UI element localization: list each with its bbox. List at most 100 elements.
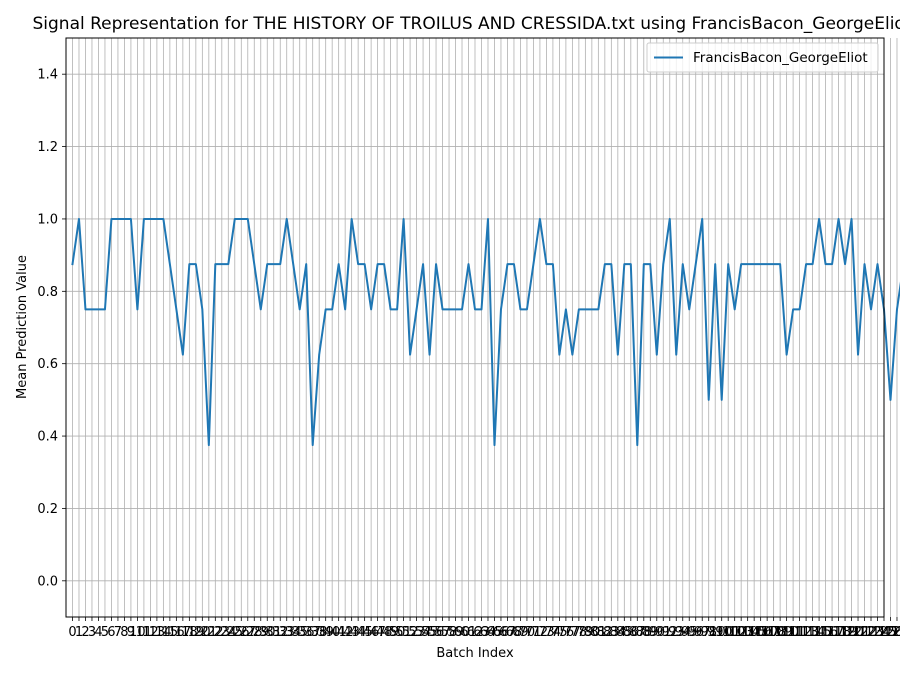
x-tick-label: 7 xyxy=(114,625,122,640)
x-tick-label: 62 xyxy=(467,625,484,640)
x-tick-label: 71 xyxy=(525,625,542,640)
x-tick-label: 92 xyxy=(661,625,678,640)
x-tick-label: 24 xyxy=(220,625,237,640)
x-tick-label: 16 xyxy=(168,625,185,640)
x-tick-label: 97 xyxy=(694,625,711,640)
x-tick-label: 107 xyxy=(755,625,780,640)
y-tick-label: 0.4 xyxy=(37,430,58,445)
x-tick-label: 30 xyxy=(259,625,276,640)
x-tick-label: 102 xyxy=(722,625,747,640)
x-tick-label: 44 xyxy=(350,625,367,640)
x-tick-label: 74 xyxy=(545,625,562,640)
x-tick-label: 3 xyxy=(88,625,96,640)
x-tick-label: 123 xyxy=(859,625,884,640)
series-line xyxy=(71,217,900,447)
x-tick-label: 43 xyxy=(343,625,360,640)
x-tick-label: 13 xyxy=(149,625,166,640)
x-tick-label: 84 xyxy=(610,625,627,640)
x-tick-label: 112 xyxy=(787,625,812,640)
x-tick-label: 31 xyxy=(265,625,282,640)
x-tick-label: 64 xyxy=(480,625,497,640)
x-tick-label: 17 xyxy=(175,625,192,640)
x-tick-label: 104 xyxy=(735,625,760,640)
x-tick-label: 12 xyxy=(142,625,159,640)
x-tick-label: 21 xyxy=(201,625,218,640)
x-tick-label: 59 xyxy=(447,625,464,640)
x-tick-label: 33 xyxy=(278,625,295,640)
x-tick-label: 65 xyxy=(486,625,503,640)
x-tick-label: 35 xyxy=(291,625,308,640)
x-tick-label: 10 xyxy=(129,625,146,640)
x-tick-label: 55 xyxy=(421,625,438,640)
x-tick-label: 52 xyxy=(402,625,419,640)
x-tick-label: 76 xyxy=(558,625,575,640)
x-tick-label: 93 xyxy=(668,625,685,640)
x-tick-label: 27 xyxy=(240,625,257,640)
x-tick-label: 37 xyxy=(304,625,321,640)
x-tick-label: 47 xyxy=(369,625,386,640)
x-tick-label: 89 xyxy=(642,625,659,640)
x-axis-ticks: 0123456789101112131415161718192021222324… xyxy=(68,617,900,640)
x-tick-label: 126 xyxy=(878,625,900,640)
x-tick-label: 38 xyxy=(311,625,328,640)
x-tick-label: 100 xyxy=(709,625,734,640)
legend-series-label: FrancisBacon_GeorgeEliot xyxy=(693,50,868,66)
y-tick-label: 0.8 xyxy=(37,285,58,300)
y-axis-label: Mean Prediction Value xyxy=(15,255,30,399)
x-tick-label: 42 xyxy=(337,625,354,640)
x-tick-label: 36 xyxy=(298,625,315,640)
x-tick-label: 53 xyxy=(408,625,425,640)
y-axis-ticks: 0.0 0.2 0.4 0.6 0.8 1.0 1.2 1.4 xyxy=(37,68,66,589)
x-tick-label: 11 xyxy=(136,625,153,640)
x-tick-label: 120 xyxy=(839,625,864,640)
x-tick-label: 58 xyxy=(441,625,458,640)
x-tick-label: 34 xyxy=(285,625,302,640)
x-tick-label: 68 xyxy=(506,625,523,640)
x-tick-label: 32 xyxy=(272,625,289,640)
x-tick-label: 85 xyxy=(616,625,633,640)
x-tick-label: 129 xyxy=(898,625,900,640)
x-tick-label: 40 xyxy=(324,625,341,640)
x-tick-label: 86 xyxy=(623,625,640,640)
x-tick-label: 15 xyxy=(162,625,179,640)
x-tick-label: 19 xyxy=(188,625,205,640)
x-tick-label: 18 xyxy=(181,625,198,640)
x-tick-label: 118 xyxy=(826,625,851,640)
x-tick-label: 103 xyxy=(729,625,754,640)
x-tick-label: 9 xyxy=(127,625,135,640)
x-tick-label: 25 xyxy=(227,625,244,640)
x-tick-label: 49 xyxy=(382,625,399,640)
x-tick-label: 128 xyxy=(891,625,900,640)
x-tick-label: 48 xyxy=(376,625,393,640)
x-tick-label: 81 xyxy=(590,625,607,640)
x-tick-label: 75 xyxy=(551,625,568,640)
legend: FrancisBacon_GeorgeEliot xyxy=(646,42,879,73)
x-tick-label: 114 xyxy=(800,625,825,640)
x-tick-label: 39 xyxy=(317,625,334,640)
y-gridlines xyxy=(66,73,884,582)
x-tick-label: 82 xyxy=(597,625,614,640)
chart-title: Signal Representation for THE HISTORY OF… xyxy=(33,14,900,34)
x-tick-label: 111 xyxy=(781,625,806,640)
x-tick-label: 23 xyxy=(214,625,231,640)
x-tick-label: 124 xyxy=(865,625,890,640)
series-layer xyxy=(71,217,900,447)
y-tick-label: 0.0 xyxy=(37,574,58,589)
x-tick-label: 113 xyxy=(794,625,819,640)
x-tick-label: 116 xyxy=(813,625,838,640)
y-tick-label: 1.0 xyxy=(37,212,58,227)
x-tick-label: 117 xyxy=(820,625,845,640)
x-tick-label: 29 xyxy=(252,625,269,640)
x-tick-label: 94 xyxy=(674,625,691,640)
x-tick-label: 90 xyxy=(649,625,666,640)
x-tick-label: 105 xyxy=(742,625,767,640)
x-tick-label: 20 xyxy=(194,625,211,640)
x-tick-label: 106 xyxy=(748,625,773,640)
x-tick-label: 60 xyxy=(454,625,471,640)
x-tick-label: 77 xyxy=(564,625,581,640)
x-tick-label: 66 xyxy=(493,625,510,640)
x-tick-label: 91 xyxy=(655,625,672,640)
x-tick-label: 101 xyxy=(716,625,741,640)
